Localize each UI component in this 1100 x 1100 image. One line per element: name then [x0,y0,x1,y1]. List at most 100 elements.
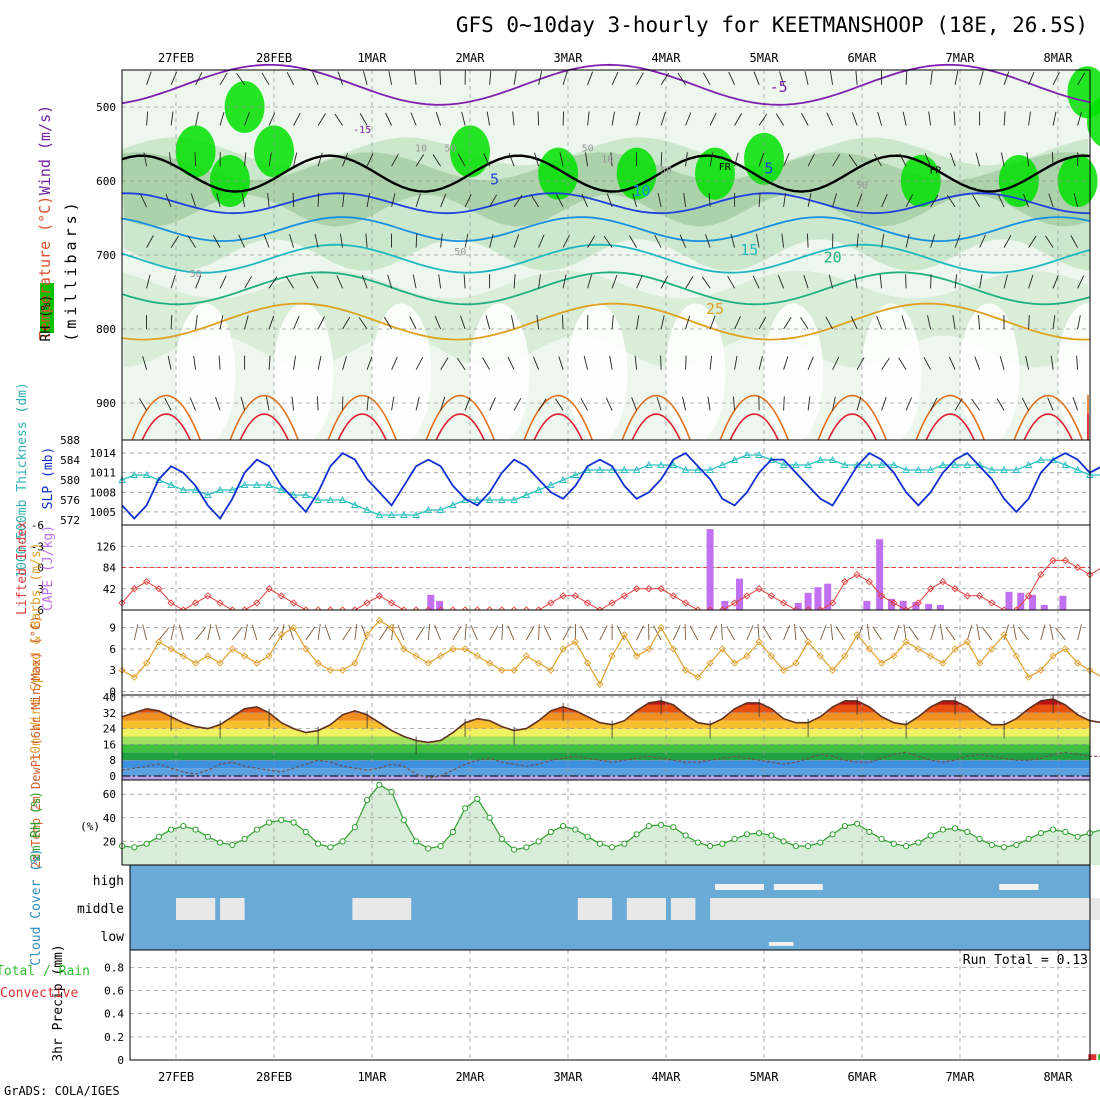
wind-barb [240,396,246,411]
wind-barb [923,357,931,370]
wind-point [265,652,273,660]
wind-barb [1025,355,1030,370]
wind-barb [1077,275,1085,289]
temp-color-band [122,736,1090,745]
cape-bar [912,601,920,610]
wind-barb [1022,193,1030,208]
wind-point [216,659,224,667]
rh2m-point [988,841,995,849]
wind-point [547,666,555,674]
wind-barb [997,194,1005,208]
date-label-top: 3MAR [554,51,584,65]
wind-barb [605,397,613,411]
isotherm-line [121,63,1091,106]
li-point [277,592,285,600]
wind-barb [636,72,644,86]
wind-barb [219,275,227,289]
rh-dry-zone [273,303,334,444]
cloud-high-block [715,884,764,890]
wind-barb [758,355,763,370]
wind-barb [660,112,666,126]
wind-barb [317,624,321,641]
contour-label: 50 [856,180,868,191]
wind-barb [866,624,870,641]
rh2m-point [278,817,285,824]
wind-barb [979,234,986,248]
li-point [167,599,175,607]
wind-barb [599,625,608,641]
wind-barb [689,625,699,641]
wind-barb [146,111,149,126]
thickness-point [620,465,629,473]
rh2m-point [302,828,309,836]
wind-barb [581,193,589,208]
wind-barb [976,624,981,641]
wind-barb [708,192,711,207]
wind-barb [709,315,716,330]
wind-barb [977,315,981,330]
thickness-point [669,460,678,468]
wind-barb [359,113,368,126]
wind-barb [828,274,834,289]
precip-panel: 0.8 0.6 0.4 0.2 0 [104,949,1100,1067]
date-label-top: 5MAR [750,51,780,65]
thickness-point [804,460,812,468]
wind-barb [562,234,570,248]
thickness-point [865,460,874,468]
wind-barb [358,317,368,330]
contour-label: 10 [632,182,650,200]
rh-dry-zone [175,303,236,444]
date-label-top: 27FEB [158,51,194,65]
wind-point [767,652,775,660]
wind-point [596,680,604,689]
isotherm-dome [729,413,779,441]
slp-ytick: 1008 [90,486,117,499]
wind-barb [1003,235,1012,248]
wind-point [424,659,432,667]
thickness-point [1037,455,1045,463]
wind-barb [672,625,681,641]
isotherm-dome [327,395,397,441]
wind-barb [829,70,834,85]
isotherm-dome [915,395,985,441]
upper-ytick: 800 [96,323,116,336]
wind-barb [783,625,791,641]
wind-barb [806,233,809,248]
rh2m-ylabel: 2m RH (%) [29,791,44,861]
wind-barb [819,624,827,641]
thickness-point [412,510,420,518]
upper-ytick: 500 [96,101,116,114]
rh2m-point [584,833,591,840]
rh2m-point [854,820,861,827]
rh2m-point [266,819,273,826]
isotherm-dome [827,413,877,441]
wind-point [510,666,518,674]
cape-bar [794,602,802,610]
wind-barb [930,397,938,411]
wind-barb [195,627,206,641]
wind10m-panel: 9 6 3 0 [109,609,1100,698]
wind-barb [263,234,270,248]
rh2m-point [1062,828,1069,836]
wind-point [804,638,812,646]
thickness-ytick: 572 [60,514,80,527]
wind-barb [1070,235,1078,248]
wind-barb [293,315,300,330]
rh2m-point [413,838,420,845]
temp-ytick: 16 [103,738,116,751]
cape-bar [824,583,832,610]
thickness-point [571,470,580,478]
wind-barb [726,625,735,641]
contour-label: 50 [444,143,456,154]
wind-barb [1051,152,1054,167]
wind-barb [562,111,565,126]
wind-barb [388,71,393,85]
rh2m-point [976,835,983,843]
wind-barb [830,624,834,641]
li-ytick: -3 [31,540,44,553]
cape-bar [736,578,743,610]
wind-barb [856,193,863,208]
wind-barb [807,153,815,167]
wind-point [963,638,971,646]
